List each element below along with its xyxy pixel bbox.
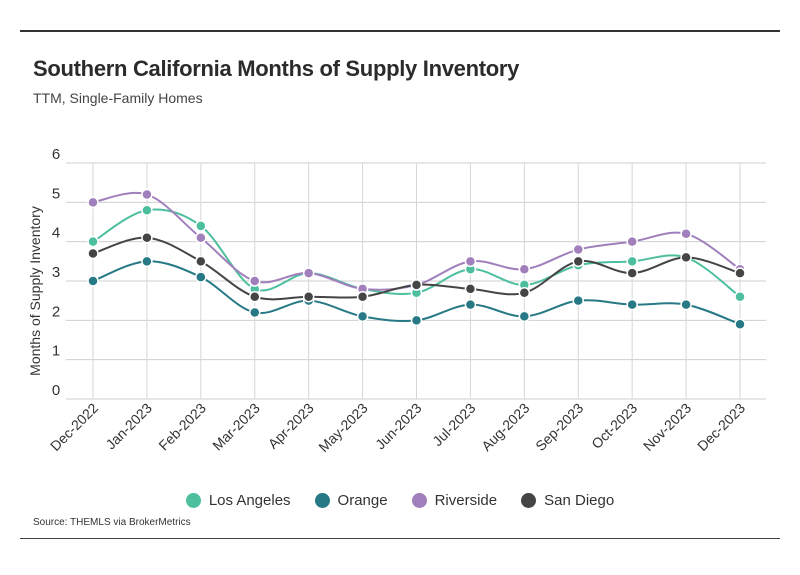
data-point-san-diego bbox=[302, 290, 315, 303]
chart-title: Southern California Months of Supply Inv… bbox=[33, 56, 520, 81]
data-point-orange bbox=[410, 314, 423, 327]
data-point-riverside bbox=[141, 188, 153, 201]
legend-item: Riverside bbox=[411, 492, 498, 509]
x-tick-label: Sep-2023 bbox=[532, 400, 586, 454]
x-tick-label: Aug-2023 bbox=[478, 400, 532, 454]
x-tick-label: Oct-2023 bbox=[588, 400, 640, 452]
legend-swatch bbox=[411, 493, 427, 508]
data-point-san-diego bbox=[626, 267, 638, 279]
x-tick-label: Dec-2022 bbox=[47, 400, 101, 454]
data-point-san-diego bbox=[356, 290, 369, 303]
data-point-orange bbox=[626, 298, 638, 311]
y-tick-label: 1 bbox=[52, 343, 60, 360]
x-tick-label: Jan-2023 bbox=[102, 400, 155, 453]
legend-swatch bbox=[185, 493, 201, 508]
data-point-orange bbox=[572, 294, 584, 307]
y-tick-label: 6 bbox=[52, 146, 60, 163]
x-tick-label: Dec-2023 bbox=[694, 400, 748, 454]
y-tick-label: 5 bbox=[52, 185, 60, 202]
y-tick-label: 0 bbox=[52, 382, 60, 399]
data-point-riverside bbox=[195, 231, 207, 244]
x-tick-label: May-2023 bbox=[315, 400, 370, 455]
data-point-san-diego bbox=[680, 251, 692, 264]
data-point-orange bbox=[195, 271, 207, 283]
y-tick-label: 3 bbox=[52, 264, 60, 281]
chart-subtitle: TTM, Single-Family Homes bbox=[33, 90, 203, 106]
legend-swatch bbox=[314, 493, 330, 508]
data-point-riverside bbox=[518, 263, 531, 275]
data-point-san-diego bbox=[518, 287, 531, 299]
legend-label: Orange bbox=[337, 492, 388, 509]
data-point-orange bbox=[680, 298, 692, 311]
data-point-riverside bbox=[626, 235, 638, 248]
data-point-riverside bbox=[249, 275, 261, 287]
data-point-orange bbox=[141, 255, 153, 268]
data-point-los-angeles bbox=[87, 235, 99, 248]
data-point-san-diego bbox=[410, 279, 423, 291]
y-tick-label: 4 bbox=[52, 225, 60, 242]
data-point-los-angeles bbox=[734, 290, 746, 303]
data-point-los-angeles bbox=[141, 204, 153, 216]
bottom-rule bbox=[20, 538, 780, 539]
data-point-san-diego bbox=[195, 255, 207, 268]
chart-legend: Los Angeles Orange Riverside San Diego bbox=[0, 492, 800, 512]
data-point-orange bbox=[249, 306, 261, 319]
data-point-riverside bbox=[464, 255, 477, 268]
data-point-orange bbox=[87, 275, 99, 287]
x-tick-label: Jul-2023 bbox=[429, 400, 478, 449]
x-tick-label: Apr-2023 bbox=[265, 400, 317, 452]
data-point-orange bbox=[518, 310, 531, 323]
legend-swatch bbox=[521, 493, 537, 508]
data-point-riverside bbox=[87, 196, 99, 209]
y-axis-label: Months of Supply Inventory bbox=[27, 206, 43, 376]
data-point-san-diego bbox=[87, 247, 99, 260]
legend-item: Los Angeles bbox=[185, 492, 291, 509]
data-point-san-diego bbox=[572, 255, 584, 268]
data-point-san-diego bbox=[249, 290, 261, 303]
legend-item: Orange bbox=[314, 492, 388, 509]
x-tick-label: Jun-2023 bbox=[372, 400, 425, 453]
data-point-los-angeles bbox=[195, 220, 207, 232]
data-point-los-angeles bbox=[626, 255, 638, 268]
data-point-san-diego bbox=[141, 231, 153, 244]
data-point-riverside bbox=[302, 267, 315, 279]
x-tick-label: Feb-2023 bbox=[155, 400, 209, 454]
data-point-orange bbox=[464, 298, 477, 311]
source-note: Source: THEMLS via BrokerMetrics bbox=[33, 517, 191, 528]
data-point-orange bbox=[356, 310, 369, 323]
legend-label: Riverside bbox=[434, 492, 498, 509]
top-rule bbox=[20, 30, 780, 32]
data-point-riverside bbox=[680, 228, 692, 240]
data-point-san-diego bbox=[734, 267, 746, 279]
x-tick-label: Mar-2023 bbox=[209, 400, 263, 454]
data-point-san-diego bbox=[464, 283, 477, 295]
legend-label: Los Angeles bbox=[208, 492, 291, 509]
legend-item: San Diego bbox=[521, 492, 614, 509]
legend-label: San Diego bbox=[544, 492, 615, 509]
y-tick-label: 2 bbox=[52, 303, 60, 320]
data-point-riverside bbox=[572, 243, 584, 256]
x-tick-label: Nov-2023 bbox=[640, 400, 694, 454]
data-point-orange bbox=[734, 318, 746, 331]
